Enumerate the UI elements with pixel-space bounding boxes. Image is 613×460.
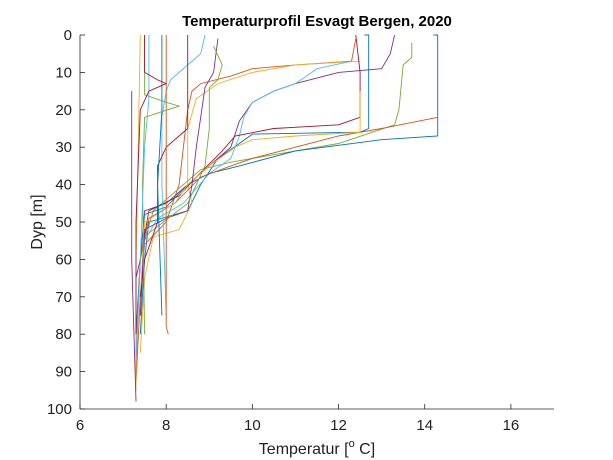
profile-line-14 [139,35,189,297]
y-tick-label: 10 [55,64,72,81]
profile-line-4 [135,34,396,279]
profile-line-9 [135,116,438,365]
profile-line-3 [139,60,361,353]
y-axis-label: Dyp [m] [29,194,46,249]
profile-line-12 [148,46,223,234]
profile-line-1 [139,34,370,335]
profile-line-19 [142,35,181,335]
profile-line-10 [139,91,361,297]
y-tick-label: 90 [55,364,72,381]
x-tick-label: 12 [330,417,347,434]
profile-line-5 [144,42,413,241]
x-tick-label: 6 [76,417,84,434]
profile-line-16 [165,35,169,335]
axes: 6 8 10 12 14 16 0 10 20 30 40 50 60 70 80 90 100 [47,27,554,434]
y-tick-label: 60 [55,251,72,268]
profile-line-11 [139,38,219,316]
x-tick-label: 14 [416,417,433,434]
y-tick-label: 70 [55,289,72,306]
y-tick-label: 100 [47,401,72,418]
y-tick-label: 30 [55,139,72,156]
x-tick-label: 8 [162,417,170,434]
chart-title: Temperaturprofil Esvagt Bergen, 2020 [182,13,452,30]
y-tick-label: 0 [64,27,72,44]
y-tick-label: 20 [55,102,72,119]
x-axis-label-pre: Temperatur [ [259,441,349,458]
y-tick-label: 80 [55,326,72,343]
profile-line-21 [135,35,168,335]
x-tick-label: 16 [503,417,520,434]
profile-line-6 [139,60,352,316]
profile-line-18 [131,91,137,402]
profile-line-20 [135,35,150,357]
y-tick-label: 40 [55,177,72,194]
profile-line-13 [161,34,206,316]
x-axis-label-post: C] [355,441,375,458]
profile-lines [131,34,439,402]
x-tick-label: 10 [244,417,261,434]
x-axis-label-sup: o [349,438,355,450]
profile-line-8 [135,34,439,335]
x-axis-label: Temperatur [o C] [259,438,375,458]
y-tick-label: 50 [55,214,72,231]
profile-line-2 [135,38,357,383]
profile-line-15 [157,35,163,316]
